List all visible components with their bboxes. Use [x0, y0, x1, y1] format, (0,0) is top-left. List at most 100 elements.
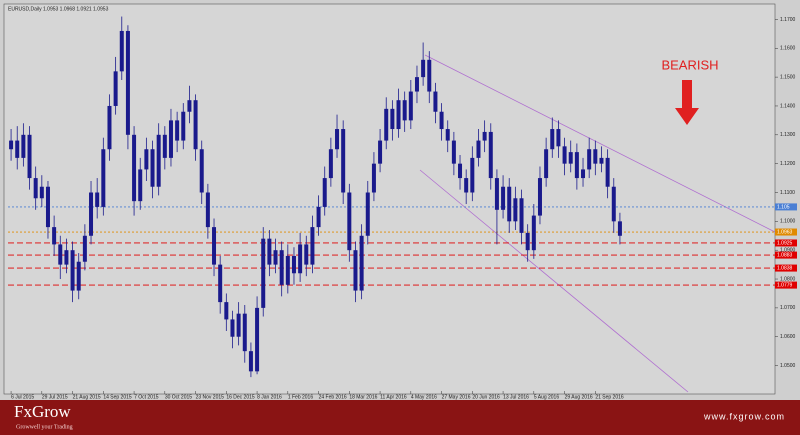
candle-body [218, 264, 223, 303]
y-tick-label: 1.1200 [780, 161, 796, 167]
x-tick-label: 21 Sep 2016 [595, 394, 624, 400]
candle-body [531, 215, 536, 251]
candle-body [476, 140, 481, 158]
candle-body [310, 227, 315, 265]
candle-body [248, 351, 253, 372]
y-tick-label: 1.1000 [780, 219, 796, 225]
candle-body [550, 129, 555, 150]
x-tick-label: 29 Jul 2015 [42, 394, 68, 400]
candle-body [138, 169, 143, 202]
candle-body [76, 261, 81, 291]
brand-url: www.fxgrow.com [703, 411, 785, 421]
candle-body [45, 186, 50, 228]
candle-body [458, 163, 463, 179]
level-label: 1.0963 [777, 229, 793, 235]
candle-body [205, 192, 210, 228]
candle-body [224, 302, 229, 320]
candle-body [353, 250, 358, 291]
candle-body [599, 157, 604, 164]
candle-body [273, 250, 278, 265]
candle-body [587, 149, 592, 170]
candle-body [439, 111, 444, 130]
candle-body [617, 221, 622, 236]
candle-body [427, 59, 432, 92]
level-tag [775, 228, 797, 236]
level-label: 1.0779 [777, 282, 793, 288]
x-tick-label: 21 Aug 2015 [73, 394, 101, 400]
candle-body [144, 149, 149, 170]
candle-body [304, 244, 309, 265]
candle-body [132, 134, 137, 202]
candle-body [464, 178, 469, 193]
candle-body [605, 157, 610, 187]
candle-body [359, 235, 364, 291]
channel-upper [424, 54, 776, 233]
y-tick-label: 1.0800 [780, 276, 796, 282]
level-tag [775, 251, 797, 259]
x-tick-label: 23 Nov 2015 [196, 394, 225, 400]
candle-body [175, 120, 180, 141]
candle-body [187, 100, 192, 112]
x-tick-label: 8 Jan 2016 [257, 394, 282, 400]
candle-body [396, 100, 401, 130]
candle-body [70, 250, 75, 291]
candle-body [39, 186, 44, 199]
y-tick-label: 1.1300 [780, 132, 796, 138]
candle-body [27, 134, 32, 179]
candle-body [470, 157, 475, 193]
x-tick-label: 4 May 2016 [411, 394, 437, 400]
level-label: 1.0883 [777, 252, 793, 258]
y-tick-label: 1.1100 [780, 190, 795, 196]
candle-body [230, 319, 235, 337]
candle-body [341, 129, 346, 193]
candle-body [488, 131, 493, 179]
candle-body [89, 192, 94, 236]
candle-body [390, 108, 395, 130]
x-tick-label: 7 Oct 2015 [134, 394, 159, 400]
candle-body [95, 192, 100, 207]
candle-body [537, 178, 542, 216]
candle-body [52, 227, 57, 245]
candle-body [482, 131, 487, 141]
y-tick-label: 1.0500 [780, 363, 796, 369]
y-tick-label: 1.1500 [780, 74, 796, 80]
candle-body [519, 198, 524, 233]
x-tick-label: 18 Mar 2016 [349, 394, 377, 400]
candle-body [193, 100, 198, 150]
candle-body [199, 149, 204, 193]
x-tick-label: 11 Apr 2016 [380, 394, 407, 400]
candle-body [408, 91, 413, 121]
y-tick-label: 1.0600 [780, 334, 796, 340]
candle-body [544, 149, 549, 179]
x-tick-label: 1 Feb 2016 [288, 394, 314, 400]
candle-body [9, 140, 14, 150]
level-tag [775, 203, 797, 211]
plot-area [3, 3, 776, 395]
level-tag [775, 281, 797, 289]
brand-name: FxGrow [14, 402, 71, 421]
candle-body [445, 129, 450, 141]
candle-body [316, 206, 321, 228]
candle-body [113, 71, 118, 106]
candle-body [212, 227, 217, 265]
candle-body [378, 140, 383, 164]
y-tick-label: 1.1600 [780, 46, 796, 52]
candle-body [119, 30, 124, 72]
candle-body [279, 250, 284, 285]
candle-body [261, 238, 266, 308]
candle-body [513, 198, 518, 222]
level-tag [775, 264, 797, 272]
x-tick-label: 30 Oct 2015 [165, 394, 192, 400]
y-tick-label: 1.1700 [780, 17, 796, 23]
candle-body [21, 134, 26, 158]
candle-body [33, 178, 38, 199]
x-tick-label: 27 May 2016 [442, 394, 471, 400]
x-tick-label: 29 Aug 2016 [565, 394, 593, 400]
candle-body [507, 186, 512, 222]
candle-body [298, 244, 303, 274]
candle-body [162, 134, 167, 158]
candle-body [168, 120, 173, 158]
candle-body [421, 59, 426, 78]
candle-body [82, 235, 87, 262]
